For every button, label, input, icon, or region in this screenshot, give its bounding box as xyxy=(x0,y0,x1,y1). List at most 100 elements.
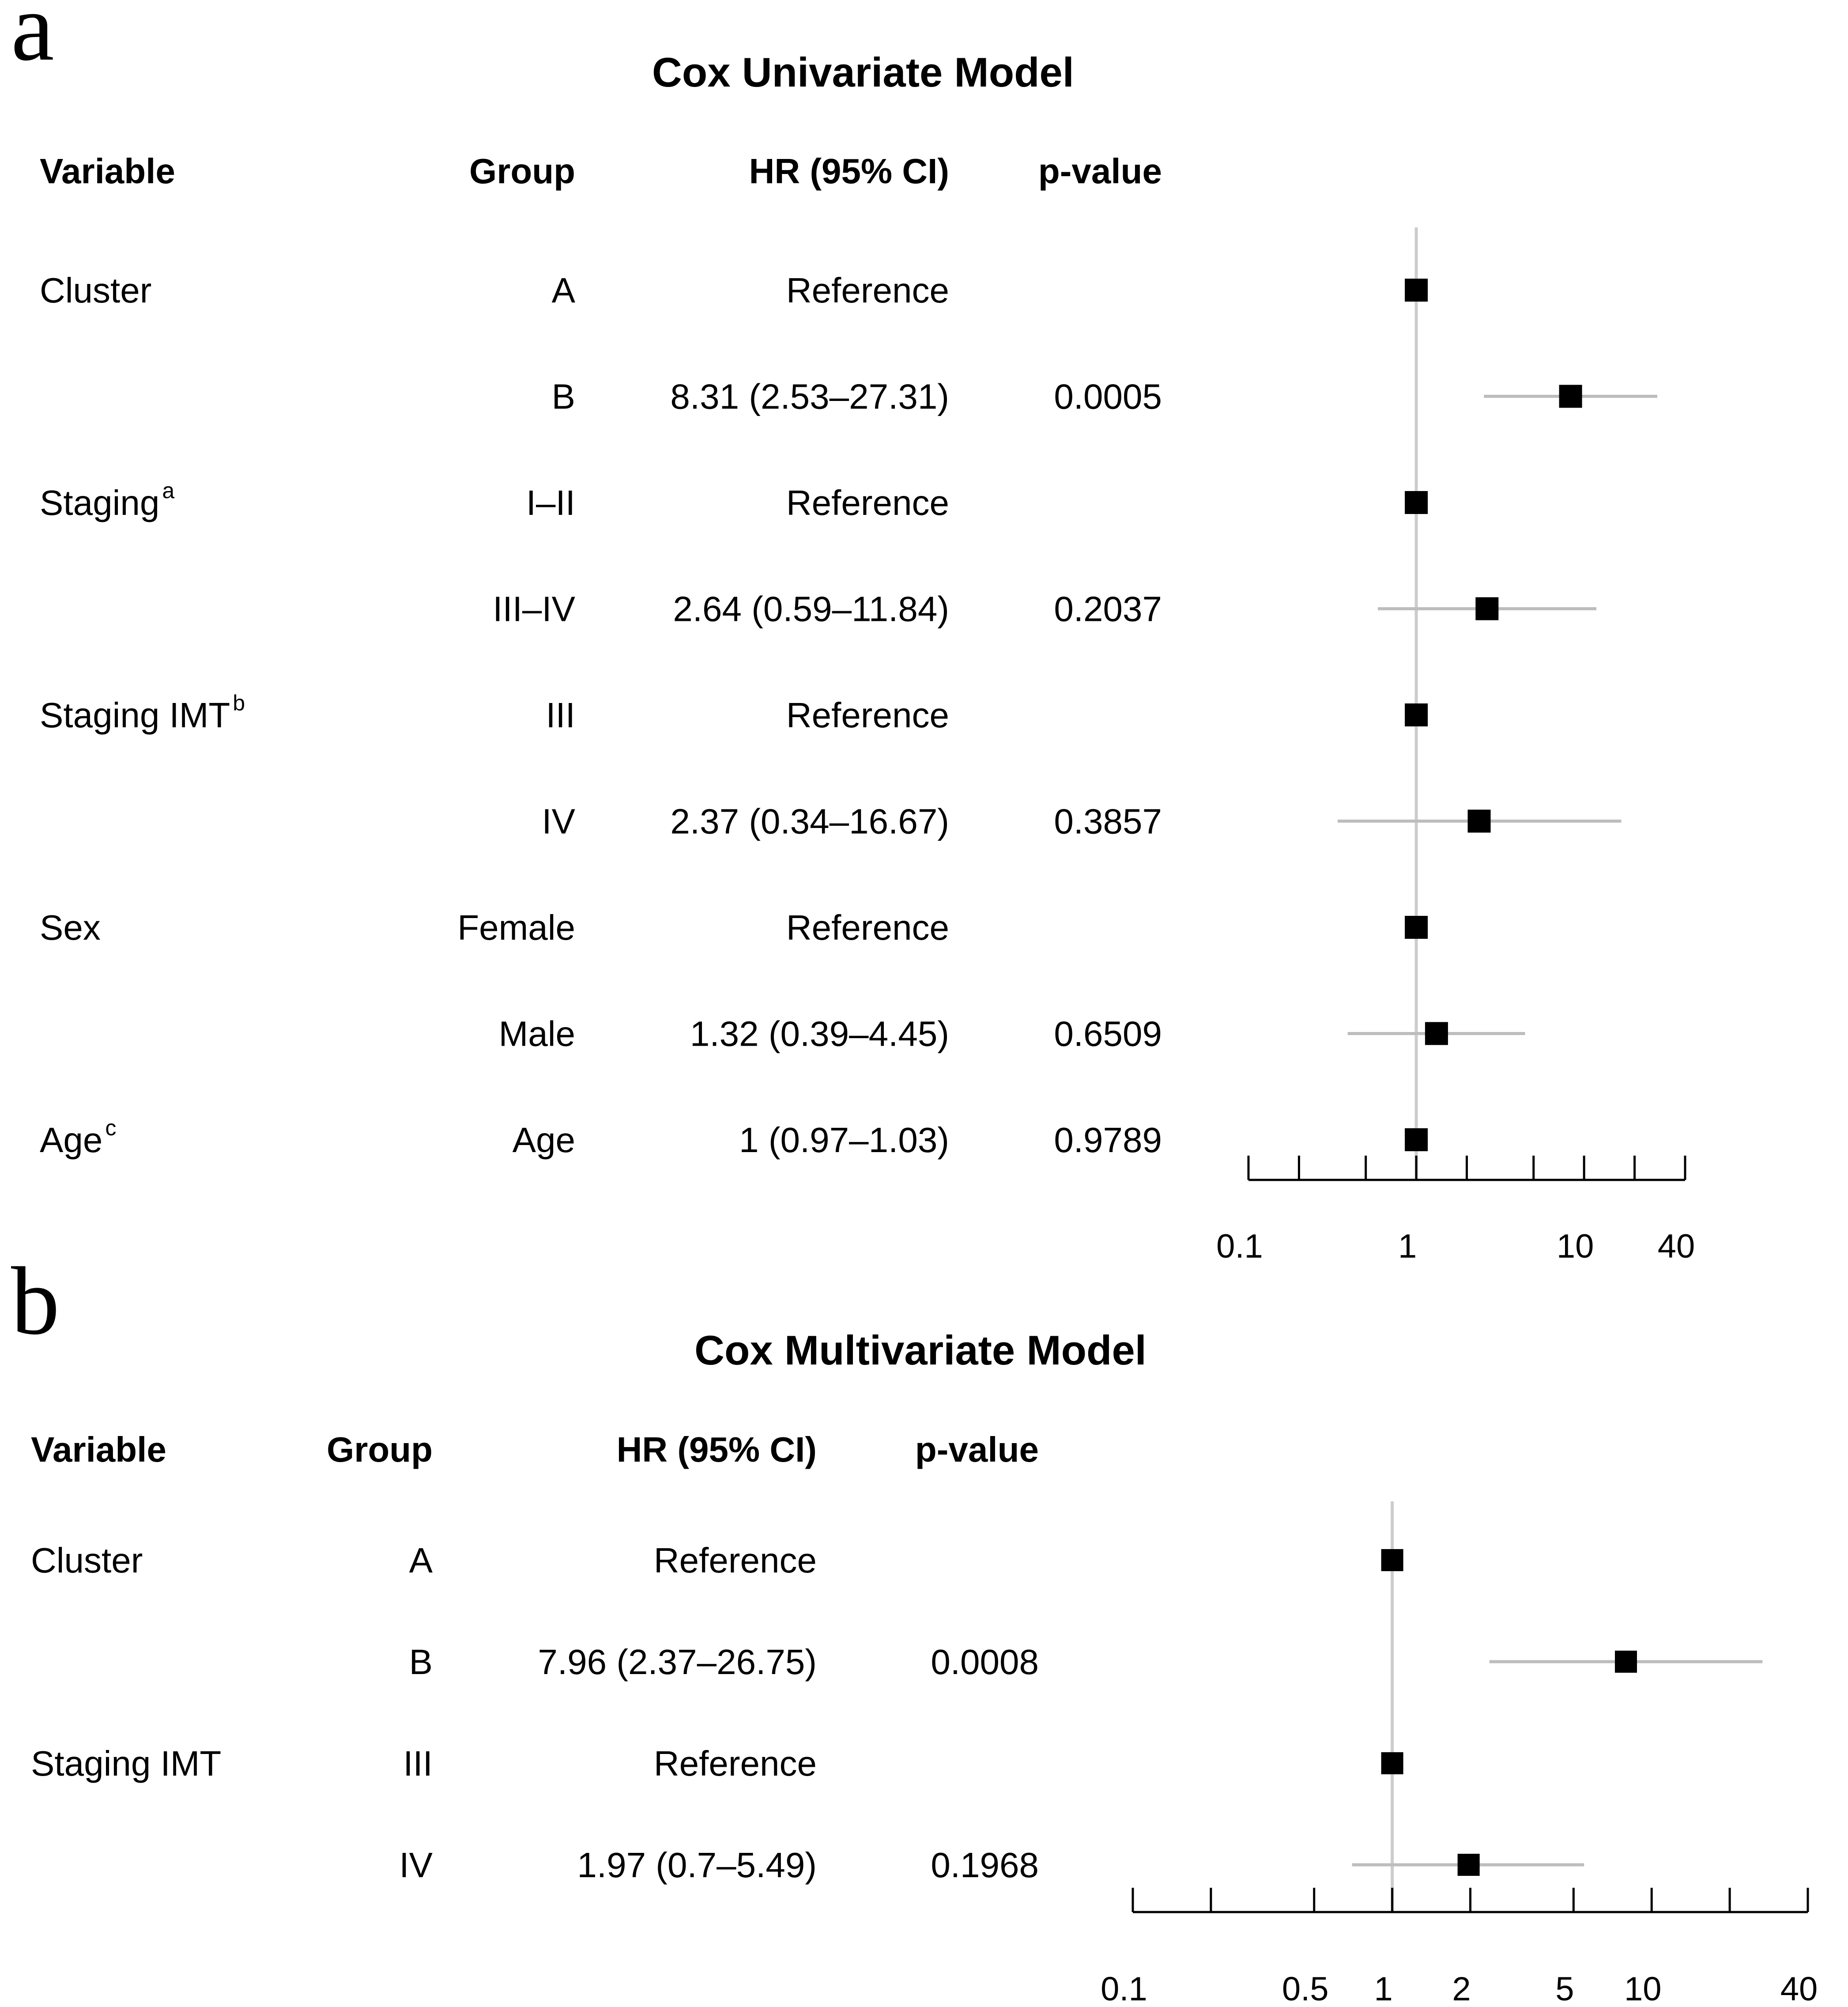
variable-name: Sex xyxy=(40,908,101,947)
p-value-label: 0.3857 xyxy=(1054,802,1162,841)
p-value-label: 0.1968 xyxy=(931,1845,1039,1885)
table-row: Cluster A Reference xyxy=(31,1541,1403,1580)
hr-point-marker xyxy=(1559,385,1582,408)
group-label: IV xyxy=(542,802,575,841)
p-value-label: 0.2037 xyxy=(1054,590,1162,629)
table-row: Staging IMT III Reference xyxy=(31,1744,1403,1783)
hr-ci-label: 1 (0.97–1.03) xyxy=(739,1120,949,1160)
panel-letter: a xyxy=(11,0,54,81)
group-label: A xyxy=(409,1541,433,1580)
variable-name: Staging xyxy=(40,483,159,522)
hr-ci-label: Reference xyxy=(786,908,949,947)
group-label: III xyxy=(403,1744,433,1783)
table-row: IV 2.37 (0.34–16.67) 0.3857 xyxy=(542,802,1622,841)
hr-point-marker xyxy=(1425,1022,1448,1045)
table-header: Variable Group HR (95% CI) p-value xyxy=(31,1430,1039,1469)
hr-point-marker xyxy=(1457,1854,1480,1876)
x-tick-label: 1 xyxy=(1374,1970,1392,2007)
header-group: Group xyxy=(327,1430,433,1469)
hr-ci-label: 1.97 (0.7–5.49) xyxy=(577,1845,817,1885)
x-tick-label: 0.1 xyxy=(1216,1228,1263,1265)
hr-ci-label: 8.31 (2.53–27.31) xyxy=(670,377,949,416)
hr-point-marker xyxy=(1405,703,1428,726)
hr-ci-label: Reference xyxy=(786,695,949,735)
x-axis: 0.1 1 10 40 xyxy=(1216,1156,1695,1265)
header-p-value: p-value xyxy=(1038,151,1162,191)
table-header: Variable Group HR (95% CI) p-value xyxy=(40,151,1162,191)
hr-point-marker xyxy=(1405,916,1428,939)
x-tick-label: 5 xyxy=(1555,1970,1574,2007)
variable-label: Cluster xyxy=(31,1541,143,1580)
hr-point-marker xyxy=(1475,597,1499,620)
variable-label: Sex xyxy=(40,908,101,947)
group-label: B xyxy=(552,377,575,416)
hr-point-marker xyxy=(1467,809,1491,833)
variable-name: Staging IMT xyxy=(40,695,230,735)
header-p-value: p-value xyxy=(915,1430,1039,1469)
group-label: Age xyxy=(513,1120,575,1160)
hr-point-marker xyxy=(1381,1752,1403,1774)
hr-ci-label: Reference xyxy=(786,483,949,522)
variable-label: Cluster xyxy=(40,271,151,310)
x-tick-label: 10 xyxy=(1557,1228,1594,1265)
hr-ci-label: Reference xyxy=(654,1744,817,1783)
panel-letter: b xyxy=(11,1247,60,1355)
x-tick-label: 1 xyxy=(1398,1228,1417,1265)
group-label: Male xyxy=(499,1014,575,1054)
hr-ci-label: 1.32 (0.39–4.45) xyxy=(690,1014,949,1054)
table-row: IV 1.97 (0.7–5.49) 0.1968 xyxy=(399,1845,1584,1885)
x-axis: 0.1 0.5 1 2 5 10 40 xyxy=(1101,1888,1818,2007)
group-label: I–II xyxy=(526,483,575,522)
table-row: Age c Age 1 (0.97–1.03) 0.9789 xyxy=(40,1115,1428,1160)
hr-point-marker xyxy=(1381,1549,1403,1571)
table-row: B 7.96 (2.37–26.75) 0.0008 xyxy=(409,1642,1763,1682)
table-row: Male 1.32 (0.39–4.45) 0.6509 xyxy=(499,1014,1525,1054)
variable-label: Staging a xyxy=(40,478,174,522)
group-label: B xyxy=(409,1642,433,1682)
table-row: Staging IMT b III Reference xyxy=(40,691,1428,735)
table-row: Cluster A Reference xyxy=(40,271,1428,310)
group-label: III–IV xyxy=(493,590,575,629)
table-row: III–IV 2.64 (0.59–11.84) 0.2037 xyxy=(493,590,1597,629)
group-label: IV xyxy=(399,1845,433,1885)
x-tick-label: 10 xyxy=(1624,1970,1662,2007)
x-tick-label: 40 xyxy=(1658,1228,1695,1265)
hr-ci-label: Reference xyxy=(654,1541,817,1580)
header-group: Group xyxy=(469,151,575,191)
group-label: A xyxy=(552,271,576,310)
header-hr: HR (95% CI) xyxy=(749,151,949,191)
header-variable: Variable xyxy=(40,151,175,191)
footnote-marker: c xyxy=(105,1115,116,1140)
group-label: Female xyxy=(457,908,575,947)
variable-label: Staging IMT xyxy=(31,1744,221,1783)
footnote-marker: a xyxy=(162,478,174,503)
hr-point-marker xyxy=(1405,491,1428,514)
table-row: Sex Female Reference xyxy=(40,908,1428,947)
hr-point-marker xyxy=(1405,1128,1428,1151)
panel-b: b Cox Multivariate Model Variable Group HR (… xyxy=(11,1247,1818,2007)
x-tick-label: 0.5 xyxy=(1282,1970,1329,2007)
hr-point-marker xyxy=(1614,1651,1637,1673)
hr-point-marker xyxy=(1405,279,1428,302)
variable-label: Staging IMT b xyxy=(40,691,245,735)
variable-name: Cluster xyxy=(40,271,151,310)
p-value-label: 0.9789 xyxy=(1054,1120,1162,1160)
chart-title: Cox Multivariate Model xyxy=(694,1327,1147,1373)
hr-ci-label: Reference xyxy=(786,271,949,310)
footnote-marker: b xyxy=(233,691,245,715)
p-value-label: 0.6509 xyxy=(1054,1014,1162,1054)
x-tick-label: 0.1 xyxy=(1101,1970,1147,2007)
hr-ci-label: 7.96 (2.37–26.75) xyxy=(538,1642,817,1682)
hr-ci-label: 2.64 (0.59–11.84) xyxy=(673,590,949,629)
header-hr: HR (95% CI) xyxy=(617,1430,817,1469)
x-tick-label: 40 xyxy=(1780,1970,1818,2007)
p-value-label: 0.0005 xyxy=(1054,377,1162,416)
p-value-label: 0.0008 xyxy=(931,1642,1039,1682)
group-label: III xyxy=(546,695,575,735)
chart-title: Cox Univariate Model xyxy=(652,49,1074,95)
variable-name: Staging IMT xyxy=(31,1744,221,1783)
table-row: Staging a I–II Reference xyxy=(40,478,1428,522)
header-variable: Variable xyxy=(31,1430,166,1469)
panel-a: a Cox Univariate Model Variable Group HR (95… xyxy=(11,0,1695,1265)
